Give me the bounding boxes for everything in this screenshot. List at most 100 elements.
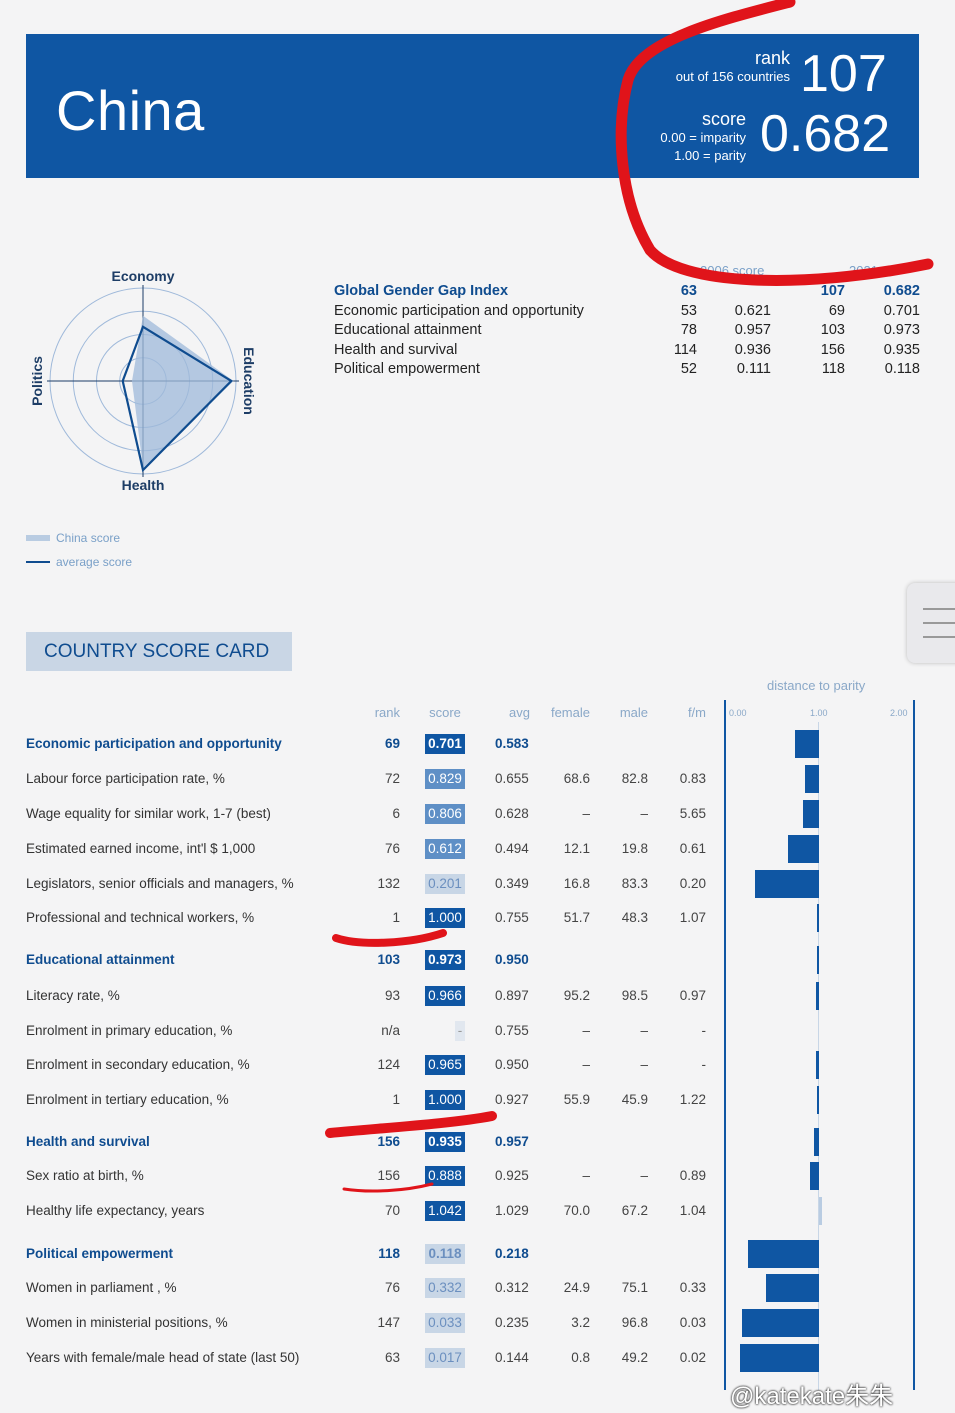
summary-score-2006: 0.111 (736, 361, 771, 378)
row-male: 67.2 (621, 1203, 648, 1218)
distance-to-parity-bar (765, 1274, 819, 1302)
row-male: 83.3 (621, 876, 648, 891)
row-score: 1.000 (425, 1090, 465, 1110)
row-avg: 0.655 (495, 771, 529, 786)
radar-axis-health: Health (122, 477, 165, 493)
indicator-label: Professional and technical workers, % (26, 910, 255, 925)
row-avg: 0.755 (495, 1023, 529, 1038)
distance-to-parity-bar (816, 946, 819, 974)
summary-score-2006: 0.957 (734, 322, 771, 339)
row-female: – (582, 1168, 590, 1183)
radar-average-line (121, 325, 234, 473)
row-fm: 0.33 (679, 1280, 706, 1295)
row-female: 12.1 (563, 841, 590, 856)
summary-score-2021: 0.973 (883, 322, 920, 339)
distance-to-parity-bar (810, 1162, 819, 1190)
summary-row-label: Educational attainment (334, 322, 482, 339)
indicator-label: Women in ministerial positions, % (26, 1315, 228, 1330)
dtp-tick-2: 2.00 (890, 708, 908, 718)
rank-value: 107 (800, 45, 887, 103)
row-fm: 0.03 (679, 1315, 706, 1330)
row-male: 45.9 (621, 1092, 648, 1107)
distance-to-parity-bar (816, 1051, 819, 1079)
row-male: 19.8 (621, 841, 648, 856)
row-avg: 1.029 (495, 1203, 529, 1218)
row-rank: 156 (377, 1168, 400, 1183)
row-fm: 1.07 (679, 910, 706, 925)
legend-average-label: average score (56, 555, 133, 569)
row-female: 0.8 (571, 1350, 590, 1365)
radar-axis-economy: Economy (111, 268, 174, 284)
distance-to-parity-bar (787, 835, 819, 863)
row-male: – (640, 1168, 648, 1183)
category-label: Health and survival (26, 1134, 150, 1149)
row-score: 0.829 (425, 769, 465, 789)
row-male: 48.3 (621, 910, 648, 925)
row-avg: 0.494 (495, 841, 529, 856)
radar-chart: Economy Education Health Politics (29, 268, 257, 493)
row-score: 0.888 (425, 1166, 465, 1186)
summary-row-label: Economic participation and opportunity (334, 302, 584, 319)
indicator-label: Legislators, senior officials and manage… (26, 876, 294, 891)
summary-rank-2006: 52 (680, 361, 697, 378)
col-female: female (550, 705, 590, 720)
distance-to-parity-bar (813, 1128, 819, 1156)
indicator-label: Enrolment in secondary education, % (26, 1057, 250, 1072)
row-female: 70.0 (563, 1203, 590, 1218)
summary-rank-2006: 63 (680, 283, 697, 299)
row-rank: 93 (384, 988, 400, 1003)
row-rank: 103 (377, 952, 400, 967)
row-avg: 0.897 (495, 988, 529, 1003)
row-avg: 0.144 (495, 1350, 529, 1365)
row-avg: 0.925 (495, 1168, 529, 1183)
distance-to-parity-bar (795, 730, 819, 758)
summary-score-2021: 0.118 (884, 361, 920, 378)
row-fm: 0.89 (679, 1168, 706, 1183)
rank-subtitle: out of 156 countries (675, 69, 790, 84)
distance-to-parity-bar (741, 1309, 819, 1337)
distance-to-parity-bar (816, 982, 819, 1010)
summary-row-label: Political empowerment (334, 361, 480, 378)
side-menu-button[interactable] (907, 583, 955, 663)
row-rank: 63 (384, 1350, 400, 1365)
row-fm: 0.97 (679, 988, 706, 1003)
row-score: 0.033 (425, 1313, 465, 1333)
row-fm: - (701, 1057, 707, 1072)
col-rank: rank (374, 705, 400, 720)
legend-china-label: China score (56, 531, 121, 545)
dtp-title: distance to parity (767, 678, 866, 693)
distance-to-parity-bar (803, 800, 819, 828)
row-rank: 76 (384, 1280, 400, 1295)
summary-rank-2006: 78 (680, 322, 697, 339)
summary-score-2006: 0.936 (734, 341, 771, 358)
row-score: 0.965 (425, 1055, 465, 1075)
legend-china-swatch (26, 535, 50, 541)
row-rank: n/a (381, 1023, 400, 1038)
row-fm: 1.04 (679, 1203, 706, 1218)
score-value: 0.682 (760, 105, 891, 163)
row-avg: 0.349 (495, 876, 529, 891)
col-male: male (619, 705, 648, 720)
row-avg: 0.957 (495, 1134, 529, 1149)
summary-score-2021: 0.701 (883, 302, 920, 319)
score-parity-note: 1.00 = parity (674, 148, 746, 163)
summary-col-2021: 2021 (849, 263, 878, 278)
col-score: score (429, 705, 461, 720)
row-avg: 0.927 (495, 1092, 529, 1107)
row-rank: 1 (392, 1092, 400, 1107)
row-female: 3.2 (571, 1315, 590, 1330)
menu-icon (923, 636, 955, 638)
row-male: – (640, 1057, 648, 1072)
row-rank: 69 (384, 736, 400, 751)
summary-rank-2021: 69 (828, 302, 845, 319)
row-score: 0.332 (425, 1278, 465, 1298)
row-fm: 5.65 (679, 806, 706, 821)
distance-to-parity-bar (819, 1197, 823, 1225)
summary-rank-2021: 118 (821, 361, 845, 378)
row-score: 0.612 (425, 839, 465, 859)
summary-row-label: Health and survival (334, 341, 458, 358)
row-female: 16.8 (563, 876, 590, 891)
row-score: 1.042 (425, 1201, 465, 1221)
row-rank: 76 (384, 841, 400, 856)
row-rank: 156 (377, 1134, 400, 1149)
